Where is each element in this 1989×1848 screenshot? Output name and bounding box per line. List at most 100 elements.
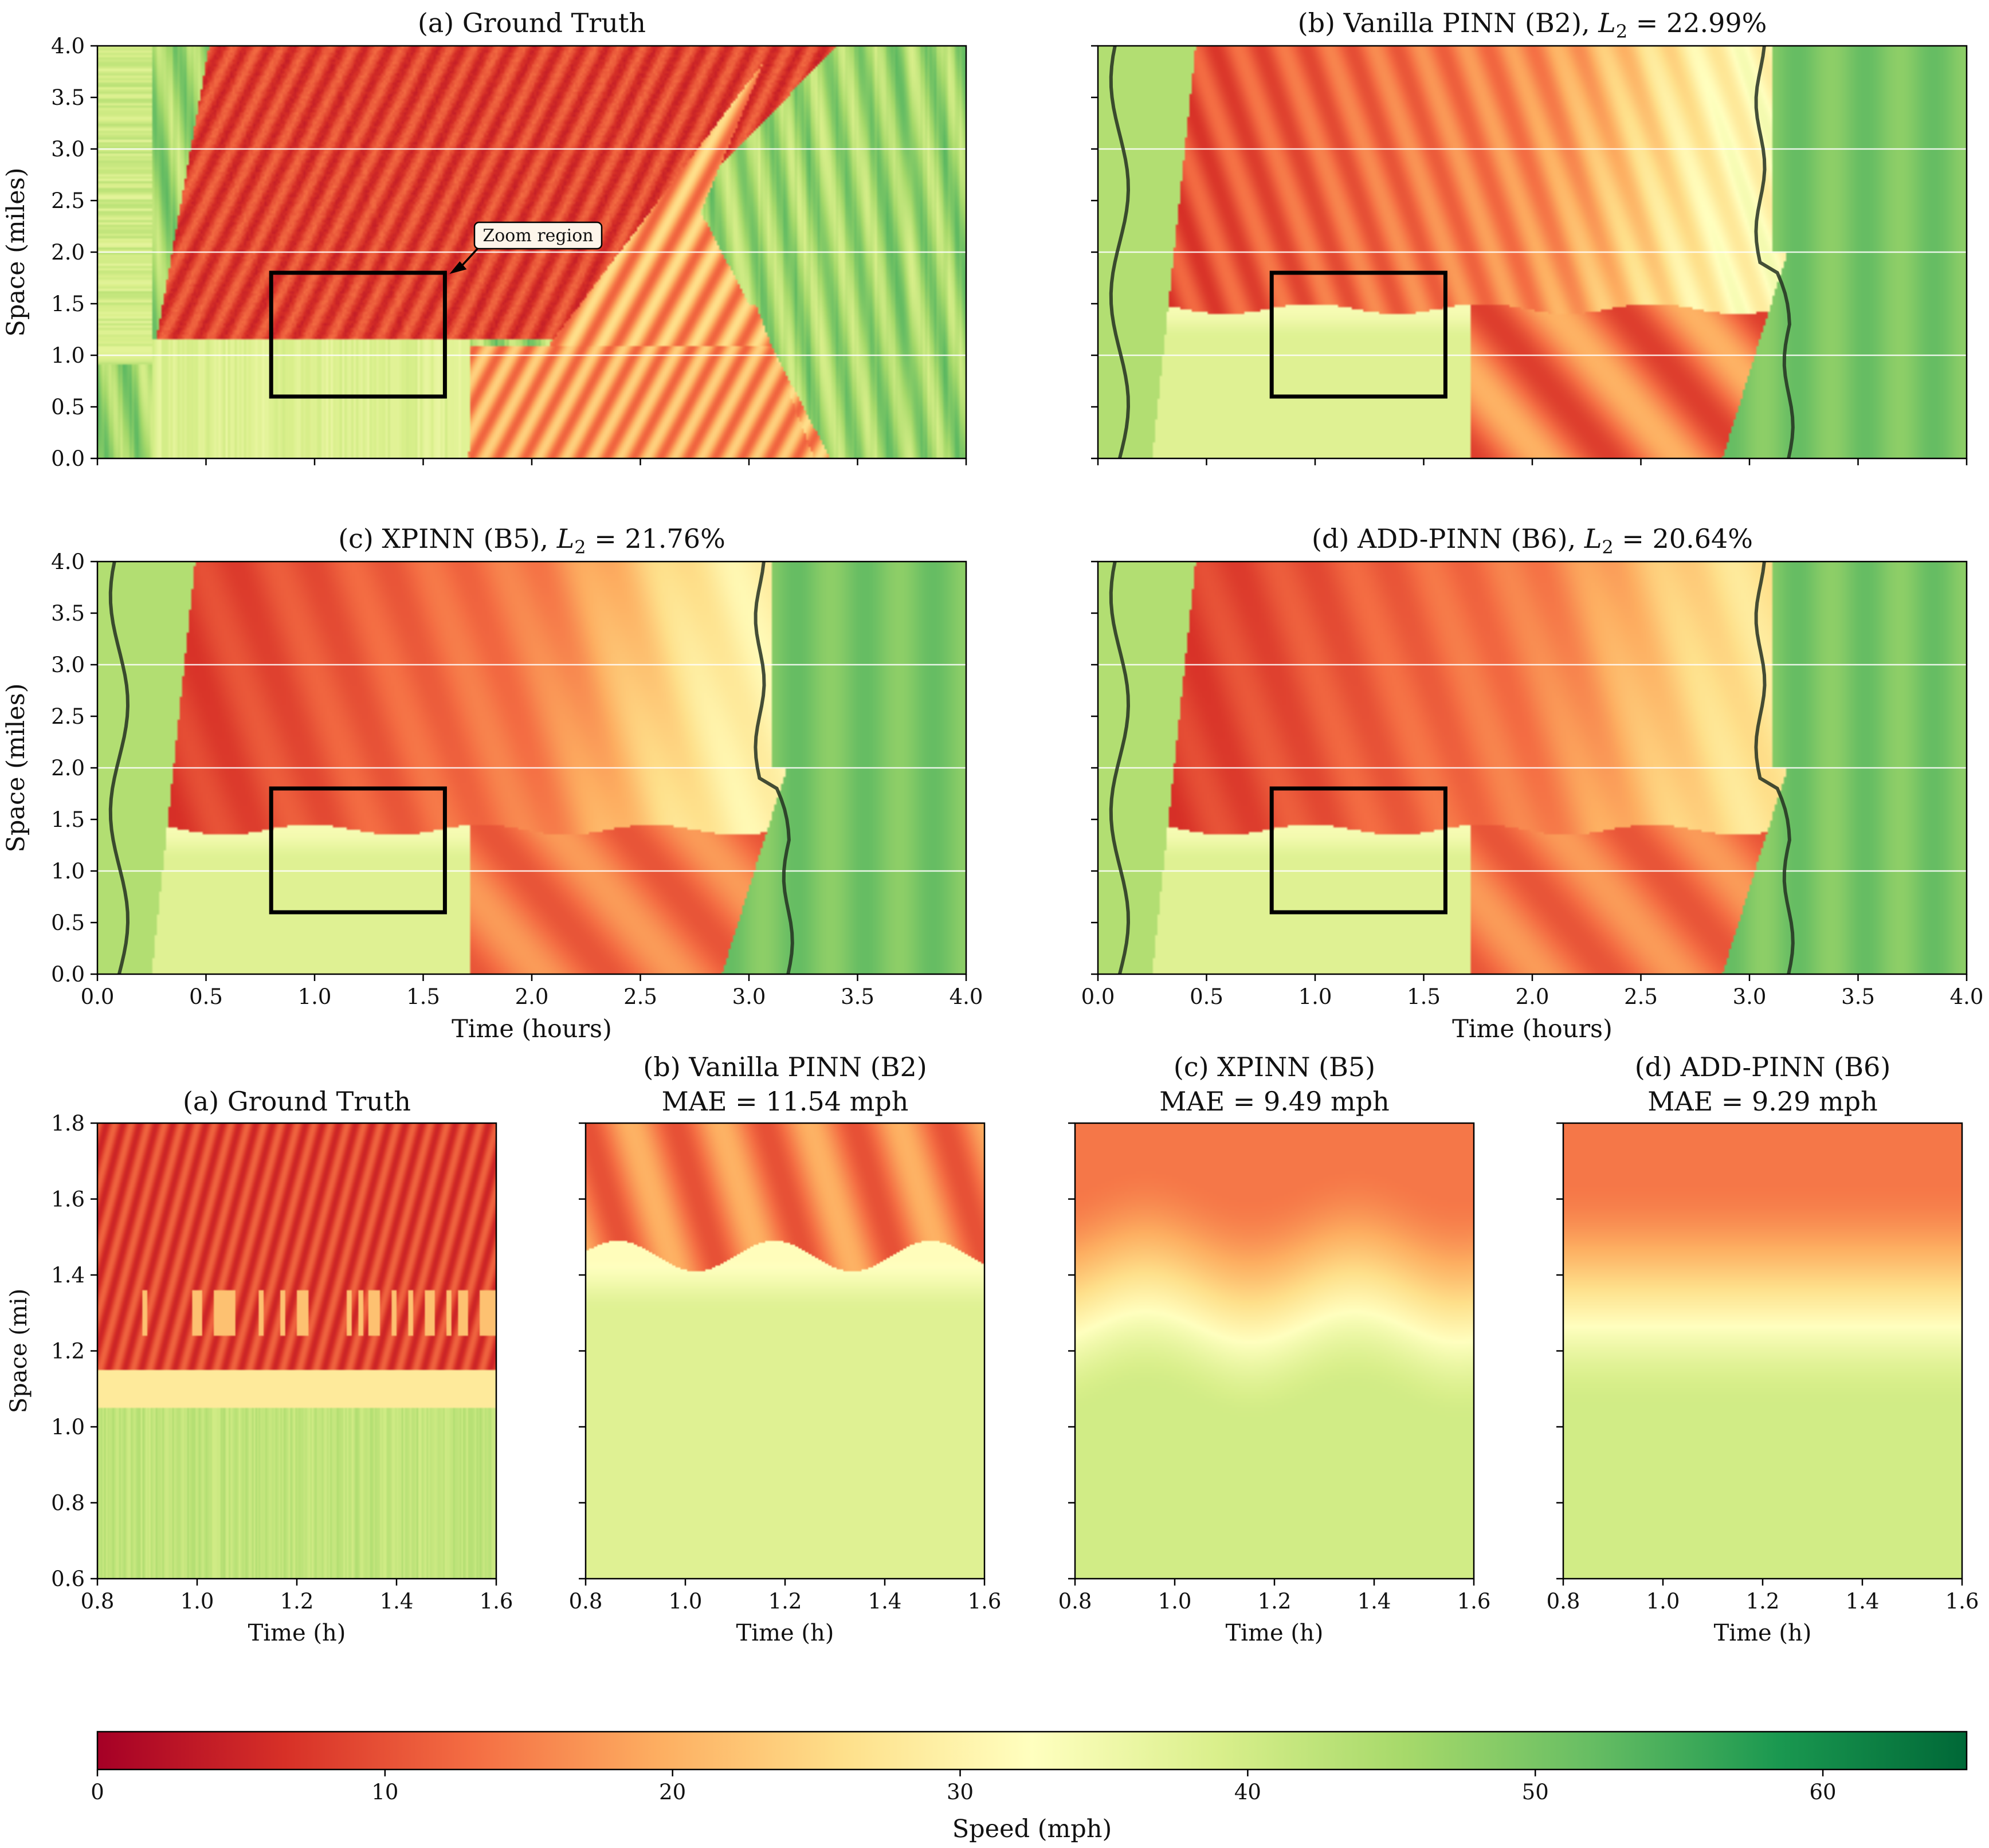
x-tick-label: 1.5 bbox=[1407, 984, 1441, 1009]
y-tick-label: 2.0 bbox=[51, 240, 85, 265]
contour-line bbox=[1754, 45, 1795, 459]
panel-title: (c) XPINN (B5) bbox=[1174, 1051, 1375, 1082]
x-tick-label: 1.0 bbox=[1646, 1589, 1680, 1614]
panel-2: (b) Vanilla PINN (B2), L2 = 22.99% bbox=[1091, 7, 1968, 465]
colorbar-tick-label: 60 bbox=[1810, 1780, 1837, 1804]
x-tick-label: 1.4 bbox=[1846, 1589, 1880, 1614]
x-tick-label: 1.4 bbox=[1358, 1589, 1391, 1614]
y-tick-label: 0.0 bbox=[51, 962, 85, 987]
panel-title: (a) Ground Truth bbox=[418, 7, 646, 38]
y-tick-label: 1.4 bbox=[51, 1263, 85, 1288]
panel-title: (c) XPINN (B5), L2 = 21.76% bbox=[338, 523, 725, 558]
panel-subtitle: MAE = 9.49 mph bbox=[1159, 1086, 1389, 1117]
contour-line bbox=[754, 561, 794, 975]
y-tick-label: 1.6 bbox=[51, 1187, 85, 1212]
x-tick-label: 4.0 bbox=[950, 984, 983, 1009]
heatmap-image bbox=[1075, 1123, 1474, 1579]
x-tick-label: 3.0 bbox=[732, 984, 766, 1009]
heatmap-image bbox=[97, 1123, 496, 1579]
y-tick-label: 0.5 bbox=[51, 911, 85, 935]
y-tick-label: 1.5 bbox=[51, 807, 85, 832]
x-tick-label: 0.5 bbox=[189, 984, 223, 1009]
x-axis-label: Time (h) bbox=[736, 1620, 834, 1646]
x-tick-label: 1.0 bbox=[298, 984, 332, 1009]
colorbar-tick-label: 0 bbox=[91, 1780, 104, 1804]
y-tick-label: 3.0 bbox=[51, 137, 85, 162]
y-tick-label: 0.6 bbox=[51, 1567, 85, 1591]
x-tick-label: 1.4 bbox=[380, 1589, 414, 1614]
panel-7: 0.8 1.0 1.2 1.4 1.6 (c) XPINN (B5) MAE = 9.49 … bbox=[1058, 1051, 1491, 1646]
panel-4: 0.0 0.5 1.0 1.5 2.0 2.5 3.0 3.5 4.0 (d) ADD-PINN … bbox=[1081, 523, 1984, 1043]
colorbar: 0 10 20 30 40 50 60 Speed (mph) bbox=[91, 1731, 1968, 1843]
arrow-head bbox=[449, 261, 467, 274]
x-tick-label: 4.0 bbox=[1950, 984, 1984, 1009]
panel-title: (d) ADD-PINN (B6), L2 = 20.64% bbox=[1312, 523, 1753, 558]
annotation-text: Zoom region bbox=[482, 226, 593, 246]
x-tick-label: 1.2 bbox=[280, 1589, 314, 1614]
x-tick-label: 1.0 bbox=[1158, 1589, 1192, 1614]
x-tick-label: 2.0 bbox=[1516, 984, 1549, 1009]
x-tick-label: 1.2 bbox=[768, 1589, 802, 1614]
contour-line bbox=[108, 561, 130, 975]
y-tick-label: 0.8 bbox=[51, 1491, 85, 1516]
y-tick-label: 2.0 bbox=[51, 756, 85, 780]
colorbar-tick-label: 50 bbox=[1522, 1780, 1549, 1804]
zoom-box bbox=[269, 270, 447, 399]
zoom-box bbox=[1269, 270, 1447, 399]
y-tick-label: 1.2 bbox=[51, 1339, 85, 1364]
x-axis-label: Time (h) bbox=[248, 1620, 346, 1646]
x-tick-label: 1.5 bbox=[406, 984, 440, 1009]
colorbar-label: Speed (mph) bbox=[952, 1815, 1112, 1843]
x-tick-label: 0.8 bbox=[569, 1589, 603, 1614]
panel-8: 0.8 1.0 1.2 1.4 1.6 (d) ADD-PINN (B6) MAE = 9.… bbox=[1547, 1051, 1979, 1646]
y-axis-label: Space (miles) bbox=[2, 167, 30, 336]
panel-title: (d) ADD-PINN (B6) bbox=[1635, 1051, 1891, 1082]
zoom-box bbox=[269, 786, 447, 915]
x-tick-label: 1.6 bbox=[480, 1589, 513, 1614]
x-tick-label: 0.8 bbox=[1547, 1589, 1580, 1614]
x-tick-label: 0.8 bbox=[81, 1589, 115, 1614]
x-tick-label: 1.0 bbox=[181, 1589, 214, 1614]
x-tick-label: 2.5 bbox=[623, 984, 657, 1009]
y-tick-label: 0.0 bbox=[51, 446, 85, 471]
y-tick-label: 4.0 bbox=[51, 34, 85, 58]
panel-1: 0.0 0.5 1.0 1.5 2.0 2.5 3.0 3.5 4.0 (a) Ground Tr… bbox=[2, 7, 967, 471]
colorbar-gradient bbox=[96, 1731, 1968, 1771]
panel-title: (b) Vanilla PINN (B2) bbox=[643, 1051, 927, 1082]
x-tick-label: 1.6 bbox=[1945, 1589, 1979, 1614]
y-tick-label: 1.0 bbox=[51, 859, 85, 884]
contour-line bbox=[1754, 561, 1795, 975]
panel-title: (a) Ground Truth bbox=[183, 1086, 411, 1117]
panel-subtitle: MAE = 9.29 mph bbox=[1647, 1086, 1877, 1117]
colorbar-tick-label: 20 bbox=[659, 1780, 686, 1804]
x-axis-label: Time (h) bbox=[1226, 1620, 1324, 1646]
heatmap-image bbox=[586, 1123, 984, 1579]
colorbar-tick-label: 10 bbox=[371, 1780, 398, 1804]
x-tick-label: 2.5 bbox=[1624, 984, 1658, 1009]
y-tick-label: 1.5 bbox=[51, 292, 85, 316]
y-tick-label: 4.0 bbox=[51, 550, 85, 574]
heatmap-image bbox=[1563, 1123, 1962, 1579]
zoom-box bbox=[1269, 786, 1447, 915]
x-tick-label: 1.0 bbox=[1298, 984, 1332, 1009]
x-tick-label: 0.0 bbox=[1081, 984, 1115, 1009]
y-tick-label: 3.0 bbox=[51, 653, 85, 677]
y-tick-label: 2.5 bbox=[51, 704, 85, 729]
colorbar-tick-label: 40 bbox=[1234, 1780, 1261, 1804]
x-tick-label: 3.0 bbox=[1733, 984, 1767, 1009]
x-tick-label: 1.6 bbox=[968, 1589, 1002, 1614]
x-tick-label: 0.5 bbox=[1190, 984, 1223, 1009]
x-tick-label: 1.6 bbox=[1457, 1589, 1491, 1614]
x-axis-label: Time (hours) bbox=[452, 1015, 612, 1043]
panel-3: 0.0 0.5 1.0 1.5 2.0 2.5 3.0 3.5 4.0 0.0 0.5 1.0 1.5 2… bbox=[2, 523, 983, 1043]
colorbar-tick-label: 30 bbox=[947, 1780, 974, 1804]
y-tick-label: 3.5 bbox=[51, 601, 85, 626]
y-tick-label: 1.8 bbox=[51, 1111, 85, 1136]
y-tick-label: 1.0 bbox=[51, 1415, 85, 1439]
contour-line bbox=[1109, 45, 1131, 459]
panel-subtitle: MAE = 11.54 mph bbox=[662, 1086, 909, 1117]
x-tick-label: 0.0 bbox=[81, 984, 115, 1009]
y-tick-label: 1.0 bbox=[51, 343, 85, 368]
contour-line bbox=[1109, 561, 1131, 975]
